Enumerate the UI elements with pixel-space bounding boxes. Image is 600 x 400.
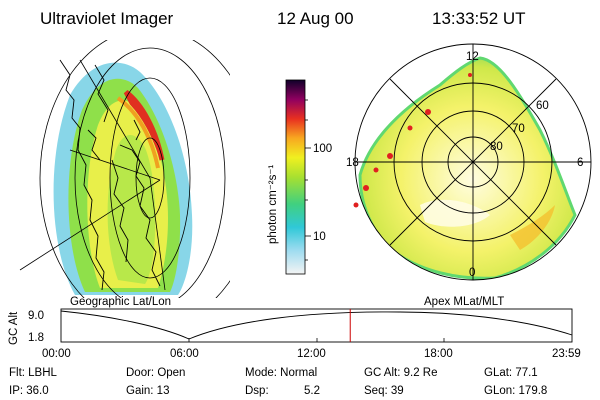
aurora-bright-arc <box>123 90 165 161</box>
polar-image <box>358 56 577 280</box>
geo-graticule <box>19 40 230 298</box>
polar-grid <box>354 43 592 281</box>
colorbar-ticks <box>305 99 311 261</box>
colorbar-tick-10: 10 <box>313 231 326 243</box>
info-glat: GLat: 77.1 <box>484 367 538 379</box>
mlt-label-6: 6 <box>577 157 583 169</box>
info-glon: GLon: 179.8 <box>484 385 547 397</box>
polar-orange-patch <box>510 205 555 250</box>
info-dsp-value: 5.2 <box>304 385 320 397</box>
polar-white-patch <box>420 199 490 227</box>
info-ip: IP: 36.0 <box>9 385 49 397</box>
orbit-xtick-1800: 18:00 <box>424 348 453 360</box>
info-door: Door: Open <box>126 367 185 379</box>
colorbar-unit-label: photon cm⁻²s⁻¹ <box>267 165 279 244</box>
orbit-x-ticks <box>188 338 445 342</box>
polar-bright-spots <box>353 73 472 208</box>
geo-panel-label: Geographic Lat/Lon <box>70 296 171 308</box>
colorbar <box>285 79 306 275</box>
orbit-ytick-low: 1.8 <box>28 332 44 344</box>
info-panel: Flt: LBHL Door: Open Mode: Normal GC Alt… <box>9 367 547 397</box>
instrument-title: Ultraviolet Imager <box>40 9 174 28</box>
info-filter: Flt: LBHL <box>9 367 58 379</box>
mlt-label-12: 12 <box>466 51 479 63</box>
geo-coastlines <box>59 59 161 291</box>
polar-aurora-fill <box>358 56 577 280</box>
lat-label-60: 60 <box>536 100 549 112</box>
orbit-xtick-0600: 06:00 <box>170 348 199 360</box>
date-label: 12 Aug 00 <box>277 9 354 28</box>
info-seq: Seq: 39 <box>364 385 404 397</box>
geographic-image <box>19 40 230 298</box>
lat-label-70: 70 <box>512 123 525 135</box>
orbit-xtick-0000: 00:00 <box>42 348 71 360</box>
info-gain: Gain: 13 <box>126 385 169 397</box>
info-gc-alt: GC Alt: 9.2 Re <box>364 367 438 379</box>
time-label: 13:33:52 UT <box>432 9 526 28</box>
orbit-ytick-high: 9.0 <box>28 310 44 322</box>
lat-label-80: 80 <box>490 141 503 153</box>
mlt-label-18: 18 <box>346 157 359 169</box>
orbit-altitude-curve <box>60 310 573 340</box>
colorbar-tick-100: 100 <box>313 143 332 155</box>
aurora-inner-fill <box>107 134 156 284</box>
orbit-xtick-1200: 12:00 <box>297 348 326 360</box>
mlt-label-0: 0 <box>469 267 475 279</box>
info-mode: Mode: Normal <box>245 367 317 379</box>
orbit-xtick-2359: 23:59 <box>552 348 581 360</box>
orbit-plot <box>60 308 573 343</box>
info-dsp-label: Dsp: <box>245 385 269 397</box>
orbit-ylabel: GC Alt <box>8 311 20 345</box>
polar-panel-label: Apex MLat/MLT <box>424 296 504 308</box>
